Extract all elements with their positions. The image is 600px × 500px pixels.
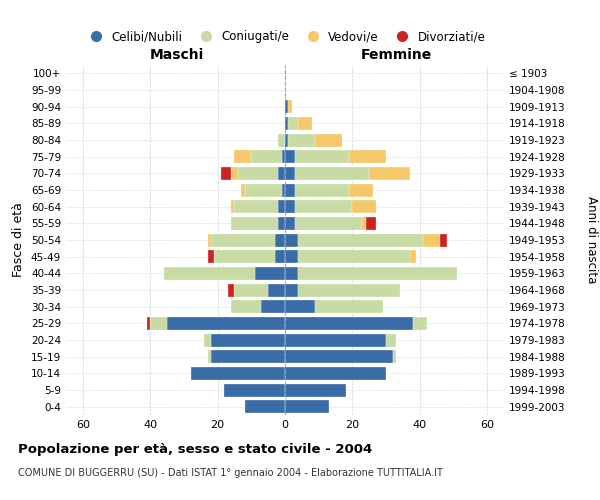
Bar xyxy=(352,200,376,213)
Bar xyxy=(231,167,238,180)
Bar xyxy=(281,184,285,196)
Text: Femmine: Femmine xyxy=(361,48,432,62)
Bar xyxy=(298,284,400,296)
Bar xyxy=(251,150,281,163)
Bar xyxy=(231,300,262,313)
Bar xyxy=(245,400,285,413)
Bar xyxy=(278,167,285,180)
Bar xyxy=(211,334,285,346)
Bar xyxy=(285,217,295,230)
Bar xyxy=(289,117,298,130)
Bar xyxy=(235,284,268,296)
Bar xyxy=(285,384,346,396)
Bar xyxy=(298,267,457,280)
Bar xyxy=(285,300,316,313)
Bar xyxy=(316,300,383,313)
Bar xyxy=(285,200,295,213)
Bar xyxy=(285,117,289,130)
Bar xyxy=(208,350,211,363)
Bar xyxy=(440,234,447,246)
Bar xyxy=(362,217,366,230)
Bar xyxy=(238,167,278,180)
Bar xyxy=(231,200,235,213)
Bar xyxy=(204,334,211,346)
Bar xyxy=(278,200,285,213)
Bar xyxy=(275,250,285,263)
Bar xyxy=(241,184,245,196)
Bar xyxy=(214,250,275,263)
Bar xyxy=(289,134,316,146)
Bar xyxy=(423,234,440,246)
Legend: Celibi/Nubili, Coniugati/e, Vedovi/e, Divorziati/e: Celibi/Nubili, Coniugati/e, Vedovi/e, Di… xyxy=(80,26,490,48)
Bar xyxy=(410,250,416,263)
Bar xyxy=(275,234,285,246)
Bar xyxy=(211,234,275,246)
Bar xyxy=(268,284,285,296)
Bar xyxy=(349,150,386,163)
Bar xyxy=(147,317,150,330)
Bar xyxy=(285,184,295,196)
Bar xyxy=(285,234,298,246)
Bar xyxy=(295,150,349,163)
Bar xyxy=(228,284,235,296)
Text: Popolazione per età, sesso e stato civile - 2004: Popolazione per età, sesso e stato civil… xyxy=(18,442,372,456)
Bar xyxy=(235,150,251,163)
Bar xyxy=(285,267,298,280)
Bar xyxy=(349,184,373,196)
Bar xyxy=(285,317,413,330)
Bar xyxy=(316,134,342,146)
Bar xyxy=(245,184,281,196)
Bar xyxy=(298,117,312,130)
Bar xyxy=(298,250,410,263)
Bar xyxy=(285,100,289,113)
Bar xyxy=(208,250,214,263)
Bar xyxy=(285,350,393,363)
Bar xyxy=(413,317,427,330)
Bar xyxy=(224,384,285,396)
Bar xyxy=(285,334,386,346)
Y-axis label: Fasce di età: Fasce di età xyxy=(13,202,25,278)
Bar xyxy=(285,284,298,296)
Bar xyxy=(278,217,285,230)
Text: Maschi: Maschi xyxy=(150,48,205,62)
Bar xyxy=(295,200,352,213)
Bar xyxy=(298,234,423,246)
Bar xyxy=(262,300,285,313)
Bar xyxy=(285,400,329,413)
Bar xyxy=(167,317,285,330)
Bar xyxy=(295,217,362,230)
Text: COMUNE DI BUGGERRU (SU) - Dati ISTAT 1° gennaio 2004 - Elaborazione TUTTITALIA.I: COMUNE DI BUGGERRU (SU) - Dati ISTAT 1° … xyxy=(18,468,443,477)
Bar xyxy=(221,167,231,180)
Bar xyxy=(191,367,285,380)
Bar xyxy=(289,100,292,113)
Bar xyxy=(285,134,289,146)
Bar xyxy=(386,334,396,346)
Bar xyxy=(281,150,285,163)
Y-axis label: Anni di nascita: Anni di nascita xyxy=(585,196,598,284)
Bar xyxy=(369,167,410,180)
Bar xyxy=(285,150,295,163)
Bar xyxy=(393,350,396,363)
Bar xyxy=(150,317,167,330)
Bar xyxy=(295,167,369,180)
Bar xyxy=(208,234,211,246)
Bar xyxy=(285,250,298,263)
Bar xyxy=(278,134,285,146)
Bar xyxy=(366,217,376,230)
Bar xyxy=(235,200,278,213)
Bar xyxy=(285,167,295,180)
Bar xyxy=(295,184,349,196)
Bar xyxy=(285,367,386,380)
Bar xyxy=(211,350,285,363)
Bar xyxy=(254,267,285,280)
Bar xyxy=(164,267,254,280)
Bar xyxy=(231,217,278,230)
